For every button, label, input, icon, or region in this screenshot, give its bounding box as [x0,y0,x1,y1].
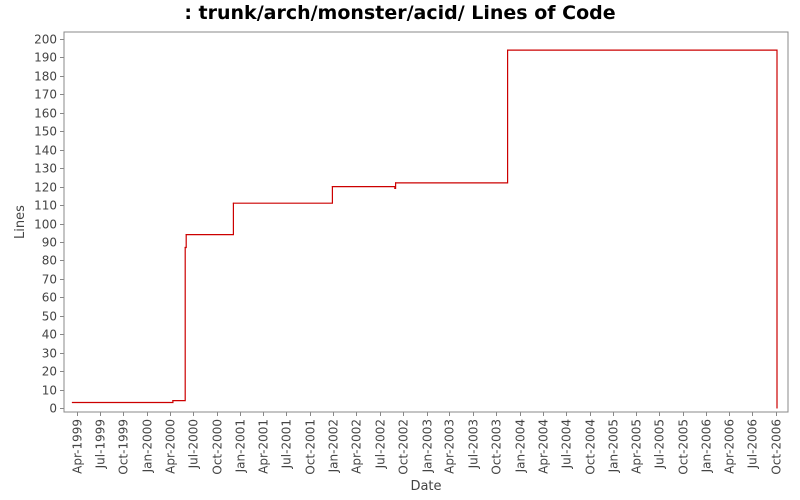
x-tick-label: Jul-2003 [467,419,481,469]
x-tick-label: Jul-1999 [94,419,108,469]
x-tick-label: Oct-2002 [397,419,411,475]
data-point [776,407,778,409]
x-tick-label: Apr-2004 [537,419,551,474]
y-tick-label: 80 [42,254,57,268]
y-tick-label: 200 [34,33,57,47]
x-tick-label: Apr-1999 [71,419,85,474]
x-tick-label: Apr-2006 [723,419,737,474]
x-axis-title: Date [410,479,441,494]
data-point [184,246,186,249]
y-tick-label: 100 [34,218,57,232]
y-tick-label: 90 [42,236,57,250]
x-tick-label: Apr-2005 [630,419,644,474]
x-tick-label: Jul-2000 [187,419,201,469]
x-tick-label: Jul-2002 [374,419,388,469]
x-tick-label: Jan-2004 [514,419,528,473]
x-tick-label: Jul-2004 [560,419,574,469]
y-tick-label: 140 [34,144,57,158]
x-tick-label: Jan-2000 [141,419,155,473]
y-tick-label: 170 [34,88,57,102]
y-tick-label: 110 [34,199,57,213]
x-tick-label: Jan-2001 [234,419,248,473]
x-tick-label: Oct-2004 [584,419,598,475]
data-point [507,49,509,51]
x-tick-label: Apr-2000 [164,419,178,474]
x-tick-label: Jan-2006 [700,419,714,473]
y-tick-label: 130 [34,162,57,176]
y-tick-label: 150 [34,125,57,139]
y-tick-label: 190 [34,51,57,65]
x-tick-label: Apr-2002 [350,419,364,474]
data-point [185,234,187,236]
x-tick-label: Jan-2002 [327,419,341,473]
y-axis-title: Lines [13,205,28,239]
data-point [172,400,174,402]
x-tick-label: Oct-2000 [211,419,225,475]
y-tick-label: 20 [42,365,57,379]
x-tick-label: Oct-1999 [117,419,131,475]
x-tick-label: Oct-2006 [770,419,784,475]
y-tick-label: 60 [42,291,57,305]
y-tick-label: 70 [42,273,57,287]
y-tick-label: 30 [42,347,57,361]
chart-title: : trunk/arch/monster/acid/ Lines of Code [184,2,616,24]
y-tick-label: 50 [42,310,57,324]
plot-area [63,31,789,413]
x-tick-label: Jul-2005 [653,419,667,469]
x-tick-label: Jan-2003 [421,419,435,473]
data-point [395,182,397,184]
x-tick-label: Jan-2005 [607,419,621,473]
x-tick-label: Apr-2003 [443,419,457,474]
data-point [71,401,73,404]
x-tick-label: Oct-2003 [490,419,504,475]
data-point [232,202,234,204]
y-tick-label: 10 [42,384,57,398]
x-tick-label: Oct-2005 [677,419,691,475]
data-point [394,187,396,189]
series-line [72,49,778,408]
data-point [331,186,333,188]
y-tick-label: 0 [49,402,57,416]
y-tick-label: 120 [34,181,57,195]
y-tick-label: 40 [42,328,57,342]
x-tick-label: Apr-2001 [257,419,271,474]
x-tick-label: Oct-2001 [304,419,318,475]
x-tick-label: Jul-2001 [280,419,294,469]
y-tick-label: 160 [34,107,57,121]
x-tick-label: Jul-2006 [746,419,760,469]
y-tick-label: 180 [34,70,57,84]
